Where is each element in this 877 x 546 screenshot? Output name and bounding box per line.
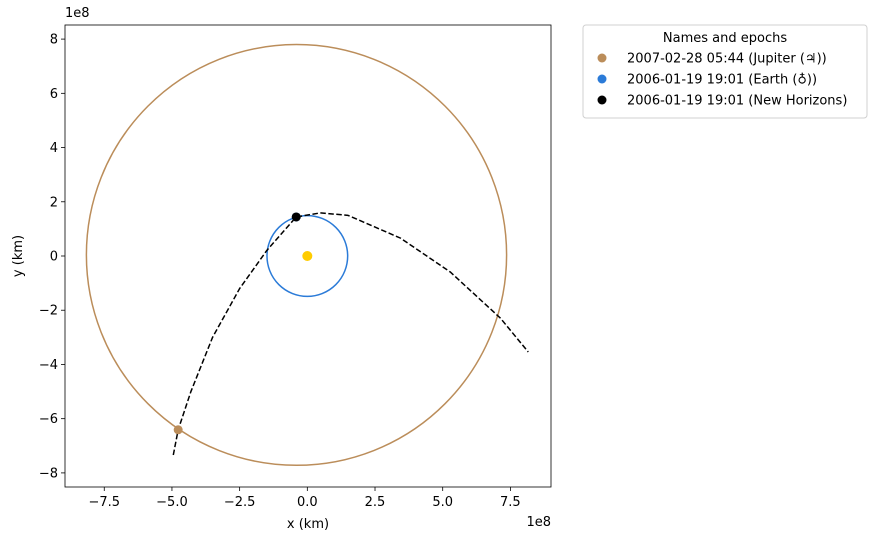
legend-label: 2006-01-19 19:01 (New Horizons) xyxy=(627,94,847,109)
y-tick-label: −8 xyxy=(39,466,58,481)
y-tick-label: −4 xyxy=(39,358,58,373)
legend-marker xyxy=(597,53,607,63)
y-tick-label: 4 xyxy=(50,141,58,156)
legend-marker xyxy=(597,95,607,105)
x-tick-label: 5.0 xyxy=(432,495,453,510)
y-tick-label: 6 xyxy=(50,87,58,102)
x-offset-label: 1e8 xyxy=(526,515,551,530)
trajectory xyxy=(172,212,529,456)
position-marker xyxy=(173,425,183,435)
y-tick-label: −6 xyxy=(39,412,58,427)
x-tick-label: −2.5 xyxy=(224,495,256,510)
y-offset-label: 1e8 xyxy=(65,6,90,21)
x-tick-label: −5.0 xyxy=(156,495,188,510)
x-tick-label: 7.5 xyxy=(500,495,521,510)
y-axis-label: y (km) xyxy=(11,235,26,277)
legend-label: 2006-01-19 19:01 (Earth (♁)) xyxy=(627,73,817,88)
y-tick-label: 8 xyxy=(50,33,58,48)
attractor xyxy=(302,251,313,261)
y-tick-label: 0 xyxy=(50,250,58,265)
legend-marker xyxy=(597,74,607,84)
y-tick-label: 2 xyxy=(50,195,58,210)
orbit xyxy=(85,43,508,467)
x-tick-label: 2.5 xyxy=(365,495,386,510)
position-marker xyxy=(291,212,301,222)
y-tick-label: −2 xyxy=(39,304,58,319)
legend-label: 2007-02-28 05:44 (Jupiter (♃)) xyxy=(627,52,827,67)
legend-title: Names and epochs xyxy=(663,31,787,46)
legend-box xyxy=(582,24,868,119)
x-tick-label: −7.5 xyxy=(88,495,120,510)
x-axis-label: x (km) xyxy=(287,517,329,532)
x-tick-label: 0.0 xyxy=(297,495,318,510)
